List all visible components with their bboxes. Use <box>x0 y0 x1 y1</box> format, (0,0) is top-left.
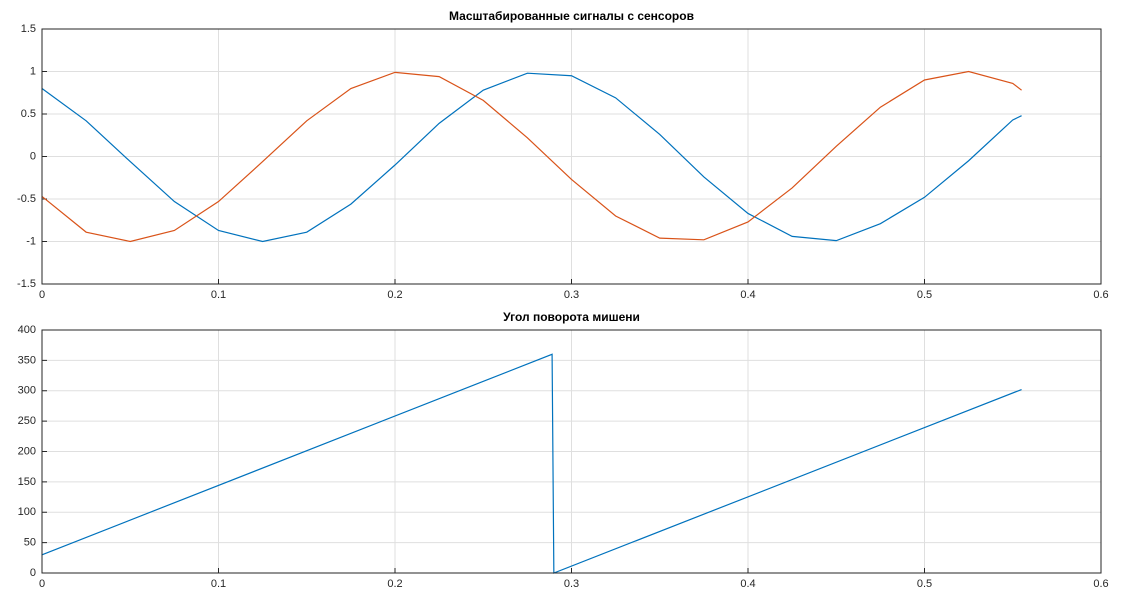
x-tick-label: 0.1 <box>211 289 226 301</box>
x-tick-label: 0.1 <box>211 578 226 590</box>
x-tick-label: 0.6 <box>1093 289 1108 301</box>
y-tick-label: 150 <box>18 476 36 488</box>
y-tick-label: 200 <box>18 445 36 457</box>
y-tick-label: -1.5 <box>17 278 36 290</box>
x-tick-label: 0.4 <box>740 289 755 301</box>
y-tick-label: 100 <box>18 506 36 518</box>
chart-title: Угол поворота мишени <box>503 310 640 324</box>
x-tick-label: 0.2 <box>387 578 402 590</box>
x-tick-label: 0.5 <box>917 289 932 301</box>
y-tick-label: 300 <box>18 385 36 397</box>
data-line <box>41 72 1022 243</box>
y-tick-label: 350 <box>18 354 36 366</box>
chart-title: Масштабированные сигналы с сенсоров <box>449 9 694 23</box>
x-tick-label: 0.3 <box>564 578 579 590</box>
y-tick-label: 0 <box>30 150 36 162</box>
y-tick-label: 400 <box>18 324 36 336</box>
y-tick-label: 1 <box>30 65 36 77</box>
x-tick-label: 0 <box>39 289 45 301</box>
x-tick-label: 0.4 <box>740 578 755 590</box>
y-tick-label: 0.5 <box>21 108 36 120</box>
data-line <box>41 353 1022 574</box>
x-tick-label: 0.2 <box>387 289 402 301</box>
x-tick-label: 0.5 <box>917 578 932 590</box>
y-tick-label: 250 <box>18 415 36 427</box>
x-tick-label: 0 <box>39 578 45 590</box>
y-tick-label: 50 <box>24 537 36 549</box>
y-tick-label: -1 <box>26 235 36 247</box>
axes-box <box>41 329 1102 574</box>
y-tick-label: 0 <box>30 567 36 579</box>
x-tick-label: 0.3 <box>564 289 579 301</box>
y-tick-label: -0.5 <box>17 193 36 205</box>
axes-box <box>41 28 1102 285</box>
x-tick-label: 0.6 <box>1093 578 1108 590</box>
data-line <box>41 70 1022 243</box>
y-tick-label: 1.5 <box>21 23 36 35</box>
